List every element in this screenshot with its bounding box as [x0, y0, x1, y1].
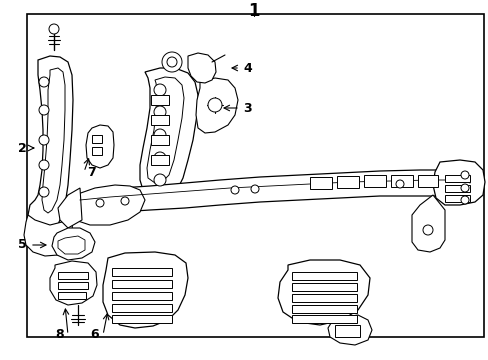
Text: 4: 4: [243, 62, 252, 75]
Text: 3: 3: [243, 102, 252, 114]
Polygon shape: [68, 185, 145, 225]
Bar: [363, 175, 385, 187]
Polygon shape: [432, 160, 484, 205]
Bar: [92, 147, 102, 155]
Bar: [58, 272, 88, 279]
Bar: [336, 176, 358, 188]
Bar: [291, 283, 356, 291]
Polygon shape: [70, 170, 471, 218]
Bar: [58, 282, 88, 289]
Bar: [112, 292, 172, 300]
Text: 1: 1: [248, 2, 260, 20]
Circle shape: [39, 160, 49, 170]
Bar: [58, 292, 86, 299]
Circle shape: [422, 225, 432, 235]
Circle shape: [230, 186, 239, 194]
Bar: [444, 185, 469, 192]
Bar: [291, 294, 356, 302]
Bar: [112, 315, 172, 323]
Polygon shape: [411, 195, 444, 252]
Circle shape: [39, 77, 49, 87]
Bar: [112, 304, 172, 312]
Circle shape: [39, 187, 49, 197]
Circle shape: [39, 105, 49, 115]
Bar: [444, 195, 469, 202]
Bar: [151, 155, 169, 165]
Bar: [291, 272, 356, 280]
Polygon shape: [187, 53, 216, 83]
Bar: [444, 175, 469, 182]
Circle shape: [162, 52, 182, 72]
Polygon shape: [58, 188, 82, 228]
Circle shape: [207, 98, 222, 112]
Circle shape: [167, 57, 177, 67]
Bar: [309, 177, 331, 189]
Polygon shape: [327, 315, 371, 345]
Bar: [27, 14, 483, 337]
Polygon shape: [147, 77, 183, 183]
Bar: [334, 325, 359, 337]
Polygon shape: [196, 78, 238, 133]
Circle shape: [460, 184, 468, 192]
Polygon shape: [278, 260, 369, 325]
Text: 5: 5: [18, 238, 26, 252]
Text: 7: 7: [87, 166, 96, 179]
Circle shape: [154, 129, 165, 141]
Polygon shape: [140, 68, 198, 200]
Bar: [291, 305, 356, 313]
Circle shape: [154, 84, 165, 96]
Circle shape: [39, 135, 49, 145]
Bar: [417, 175, 437, 187]
Circle shape: [154, 152, 165, 164]
Bar: [390, 175, 412, 187]
Bar: [112, 268, 172, 276]
Bar: [92, 135, 102, 143]
Circle shape: [154, 174, 165, 186]
Bar: [151, 135, 169, 145]
Circle shape: [460, 171, 468, 179]
Bar: [291, 315, 356, 323]
Polygon shape: [103, 252, 187, 328]
Text: 8: 8: [56, 328, 64, 342]
Bar: [151, 95, 169, 105]
Text: 2: 2: [18, 141, 26, 154]
Polygon shape: [28, 56, 73, 238]
Bar: [112, 280, 172, 288]
Polygon shape: [86, 125, 114, 168]
Circle shape: [96, 199, 104, 207]
Polygon shape: [58, 236, 85, 254]
Circle shape: [395, 180, 403, 188]
Polygon shape: [52, 228, 95, 260]
Polygon shape: [50, 261, 97, 305]
Circle shape: [250, 185, 259, 193]
Circle shape: [49, 24, 59, 34]
Circle shape: [154, 106, 165, 118]
Circle shape: [460, 196, 468, 204]
Polygon shape: [42, 68, 65, 213]
Text: 6: 6: [90, 328, 99, 342]
Circle shape: [121, 197, 129, 205]
Polygon shape: [24, 208, 73, 256]
Bar: [151, 115, 169, 125]
